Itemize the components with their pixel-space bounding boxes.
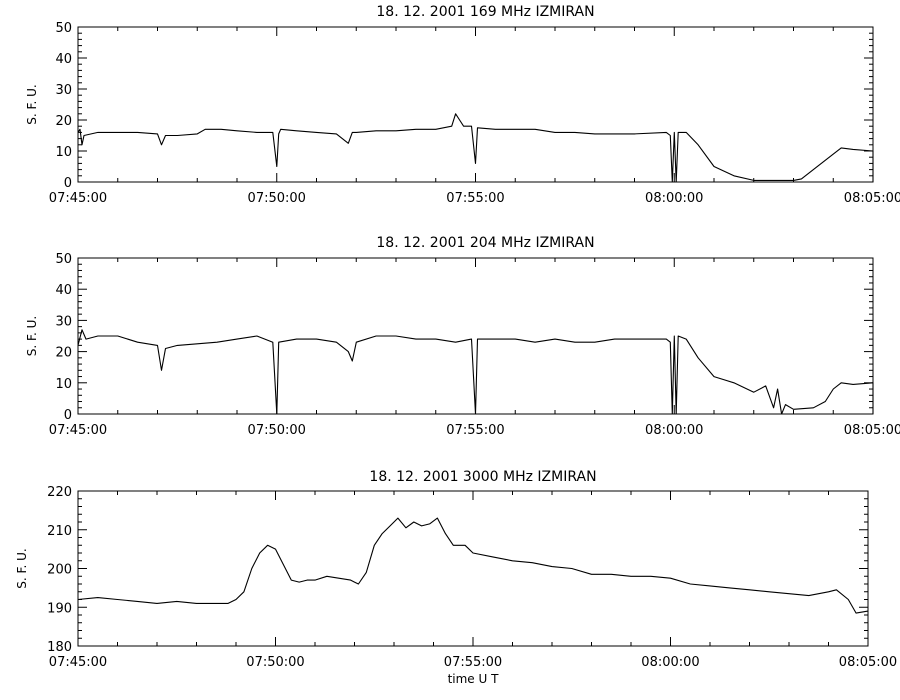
x-tick-label: 08:05:00 bbox=[839, 655, 897, 670]
panel-1: 18. 12. 2001 169 MHz IZMIRAN S. F. U. 0 10 2… bbox=[25, 4, 900, 206]
y-tick-label: 40 bbox=[55, 283, 72, 298]
panel-title: 18. 12. 2001 169 MHz IZMIRAN bbox=[376, 4, 594, 20]
y-axis-label: S. F. U. bbox=[25, 316, 39, 356]
y-tick-label: 0 bbox=[64, 408, 72, 423]
y-tick-label: 190 bbox=[47, 601, 72, 616]
panel-title: 18. 12. 2001 3000 MHz IZMIRAN bbox=[369, 469, 596, 485]
y-tick-label: 30 bbox=[55, 83, 72, 98]
y-tick-label: 10 bbox=[55, 377, 72, 392]
panel-3: 18. 12. 2001 3000 MHz IZMIRAN S. F. U. 180… bbox=[15, 469, 897, 686]
x-tick-label: 07:55:00 bbox=[446, 423, 504, 438]
y-tick-label: 200 bbox=[47, 563, 72, 578]
series-line bbox=[77, 517, 869, 614]
x-tick-label: 07:55:00 bbox=[444, 655, 502, 670]
x-tick-label: 07:45:00 bbox=[49, 655, 107, 670]
y-tick-label: 50 bbox=[55, 252, 72, 267]
y-tick-label: 210 bbox=[47, 524, 72, 539]
x-tick-label: 07:50:00 bbox=[246, 655, 304, 670]
x-tick-label: 07:50:00 bbox=[248, 423, 306, 438]
y-tick-label: 20 bbox=[55, 114, 72, 129]
y-tick-label: 20 bbox=[55, 346, 72, 361]
x-tick-label: 08:05:00 bbox=[844, 191, 900, 206]
y-tick-label: 10 bbox=[55, 145, 72, 160]
series-line bbox=[77, 113, 874, 183]
x-tick-label: 08:05:00 bbox=[844, 423, 900, 438]
plot-frame bbox=[77, 257, 874, 415]
x-tick-label: 08:00:00 bbox=[641, 655, 699, 670]
y-tick-label: 220 bbox=[47, 485, 72, 500]
x-tick-label: 07:45:00 bbox=[49, 191, 107, 206]
panel-title: 18. 12. 2001 204 MHz IZMIRAN bbox=[376, 235, 594, 251]
y-tick-label: 30 bbox=[55, 314, 72, 329]
y-tick-label: 50 bbox=[55, 21, 72, 36]
x-axis-label: time U T bbox=[448, 672, 500, 686]
x-tick-label: 07:45:00 bbox=[49, 423, 107, 438]
y-tick-label: 180 bbox=[47, 640, 72, 655]
y-axis-label: S. F. U. bbox=[25, 84, 39, 124]
x-tick-label: 07:55:00 bbox=[446, 191, 504, 206]
series-line bbox=[77, 329, 874, 415]
y-tick-label: 40 bbox=[55, 52, 72, 67]
y-axis-label: S. F. U. bbox=[15, 548, 29, 588]
plot-frame bbox=[77, 490, 869, 647]
x-tick-label: 08:00:00 bbox=[645, 423, 703, 438]
panel-2: 18. 12. 2001 204 MHz IZMIRAN S. F. U. 0 10 2… bbox=[25, 235, 900, 438]
x-tick-label: 07:50:00 bbox=[248, 191, 306, 206]
x-tick-label: 08:00:00 bbox=[645, 191, 703, 206]
y-tick-label: 0 bbox=[64, 176, 72, 191]
